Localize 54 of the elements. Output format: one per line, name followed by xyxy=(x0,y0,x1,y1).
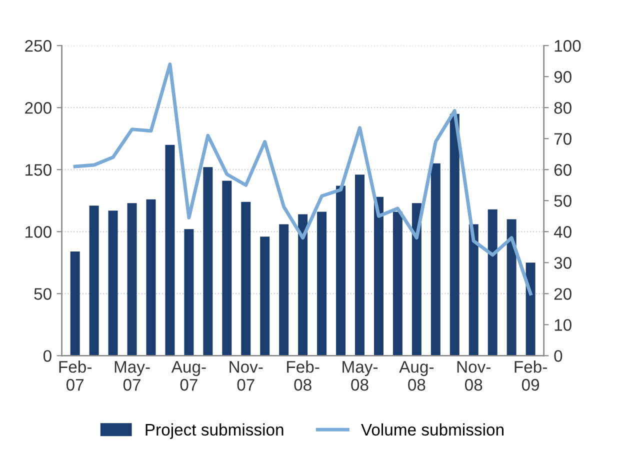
x-tick-label: Aug- 08 xyxy=(399,361,434,391)
bar xyxy=(165,144,175,356)
y2-tick-label: 60 xyxy=(554,164,572,176)
x-tick-label: Nov- 08 xyxy=(457,361,490,391)
y2-tick-label: 100 xyxy=(554,40,581,52)
legend-label: Project submission xyxy=(146,423,284,439)
x-tick-label: Feb- 07 xyxy=(59,360,92,391)
x-tick-label: May- 08 xyxy=(342,361,378,391)
bar xyxy=(241,202,251,356)
y-tick-label: 100 xyxy=(26,226,52,238)
y-tick-label: 200 xyxy=(25,102,52,114)
bar xyxy=(526,262,536,356)
x-tick-label: Feb- 08 xyxy=(287,360,320,391)
x-tick-label: Nov- 07 xyxy=(230,361,263,391)
bar xyxy=(392,212,402,356)
bar xyxy=(317,212,327,356)
bar xyxy=(127,203,137,356)
y-tick-label: 50 xyxy=(34,288,52,300)
y2-tick-label: 70 xyxy=(554,133,572,145)
y2-tick-label: 30 xyxy=(554,257,572,269)
y2-tick-label: 0 xyxy=(554,350,562,362)
bar xyxy=(70,251,80,356)
bar xyxy=(355,174,364,356)
bar xyxy=(450,114,460,356)
bar xyxy=(89,206,99,356)
x-tick-label: Aug- 07 xyxy=(171,361,206,391)
y2-tick-label: 80 xyxy=(554,102,572,114)
bar xyxy=(146,199,156,356)
bar xyxy=(298,214,308,356)
legend-label: Volume submission xyxy=(361,423,504,436)
bar xyxy=(184,229,194,356)
y2-tick-label: 10 xyxy=(554,319,572,331)
y-tick-label: 250 xyxy=(25,40,52,52)
bar xyxy=(430,163,440,356)
x-tick-label: Feb- 09 xyxy=(514,360,547,391)
bar xyxy=(374,196,384,356)
bar xyxy=(222,180,232,356)
bar xyxy=(260,236,270,356)
y2-tick-label: 40 xyxy=(554,226,572,238)
y-tick-label: 0 xyxy=(43,350,52,362)
bar xyxy=(203,167,213,356)
x-tick-label: May- 07 xyxy=(114,361,150,391)
y2-tick-label: 90 xyxy=(554,71,572,83)
y-tick-label: 150 xyxy=(26,164,52,176)
bar xyxy=(506,219,516,356)
y2-tick-label: 20 xyxy=(554,288,572,300)
bar xyxy=(488,209,498,356)
bar xyxy=(336,186,346,356)
y2-tick-label: 50 xyxy=(554,195,572,207)
bar xyxy=(468,224,478,356)
line-series xyxy=(73,62,532,296)
bar xyxy=(279,224,289,356)
bar xyxy=(412,203,422,356)
bar xyxy=(108,210,118,356)
